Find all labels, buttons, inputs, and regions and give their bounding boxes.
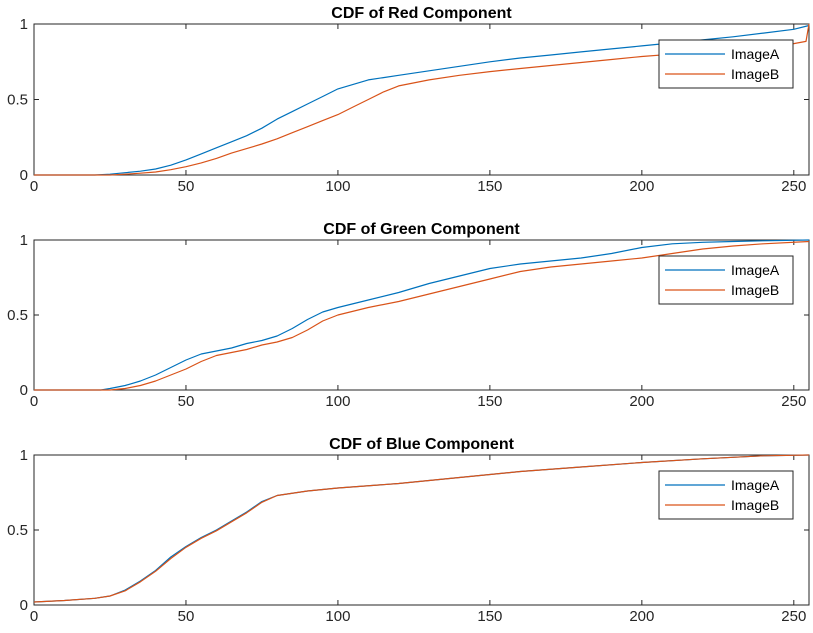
chart-title: CDF of Blue Component (329, 436, 515, 453)
x-tick-label: 0 (30, 608, 38, 625)
legend-box (658, 255, 794, 305)
y-tick-label: 1 (20, 16, 28, 33)
x-tick-label: 150 (477, 608, 502, 625)
legend: ImageA ImageB (658, 255, 794, 305)
series-line-imagea (34, 24, 810, 176)
x-tick-label: 50 (178, 393, 195, 410)
x-tick-label: 250 (781, 178, 806, 195)
chart-title: CDF of Red Component (331, 5, 512, 22)
chart-title: CDF of Green Component (323, 221, 520, 238)
y-tick-label: 0.5 (7, 92, 28, 109)
x-tick-label: 100 (325, 393, 350, 410)
legend-label: ImageA (731, 262, 780, 278)
x-tick-label: 250 (781, 608, 806, 625)
cdf-panel-2: CDF of Blue Component 0 50 100 150 200 250 0 0.5… (7, 436, 810, 625)
series-line-imageb (34, 240, 810, 391)
x-tick-label: 100 (325, 608, 350, 625)
cdf-panel-1: CDF of Green Component 0 50 100 150 200 250 0 0.… (7, 221, 810, 410)
legend-label: ImageA (731, 46, 780, 62)
legend-label: ImageB (731, 497, 779, 513)
x-tick-label: 200 (629, 393, 654, 410)
legend: ImageA ImageB (658, 39, 794, 89)
y-tick-label: 1 (20, 447, 28, 464)
y-tick-label: 0 (20, 167, 28, 184)
legend-box (658, 470, 794, 520)
x-tick-label: 50 (178, 608, 195, 625)
y-tick-label: 0.5 (7, 522, 28, 539)
series-line-imageb (33, 454, 810, 603)
x-tick-label: 150 (477, 178, 502, 195)
cdf-panel-0: CDF of Red Component 0 50 100 150 200 250 0 0.5 1… (7, 5, 810, 195)
x-tick-label: 0 (30, 393, 38, 410)
x-tick-label: 250 (781, 393, 806, 410)
x-tick-label: 200 (629, 178, 654, 195)
legend-box (658, 39, 794, 89)
x-tick-label: 100 (325, 178, 350, 195)
x-tick-label: 150 (477, 393, 502, 410)
y-tick-label: 1 (20, 232, 28, 249)
y-tick-label: 0.5 (7, 307, 28, 324)
series-line-imagea (34, 239, 810, 391)
legend: ImageA ImageB (658, 470, 794, 520)
x-tick-label: 200 (629, 608, 654, 625)
x-tick-label: 50 (178, 178, 195, 195)
y-tick-label: 0 (20, 597, 28, 614)
legend-label: ImageA (731, 477, 780, 493)
legend-label: ImageB (731, 282, 779, 298)
legend-label: ImageB (731, 66, 779, 82)
y-tick-label: 0 (20, 382, 28, 399)
x-tick-label: 0 (30, 178, 38, 195)
